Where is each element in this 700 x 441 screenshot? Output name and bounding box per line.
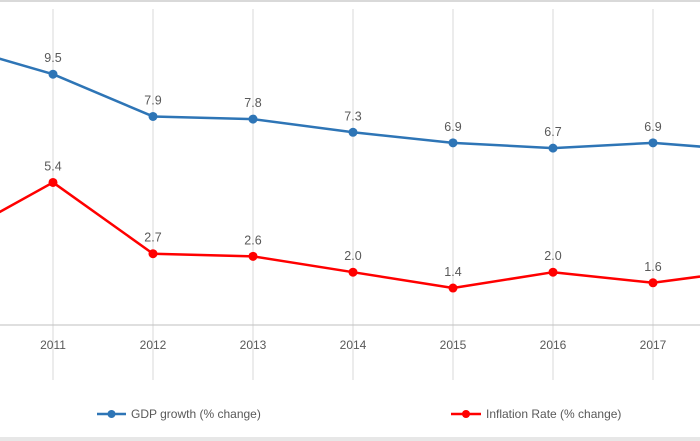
x-tick-2011: 2011: [40, 338, 66, 352]
point-inflation-2012[interactable]: [148, 249, 158, 259]
x-tick-2015: 2015: [440, 338, 467, 352]
legend-label-gdp: GDP growth (% change): [131, 407, 261, 421]
bottom-border: [0, 437, 700, 441]
data-label-inflation-2012: 2.7: [144, 231, 161, 245]
legend-marker-gdp: [107, 410, 116, 418]
data-label-inflation-2014: 2.0: [344, 249, 361, 263]
point-inflation-2015[interactable]: [448, 283, 458, 293]
point-inflation-2013[interactable]: [248, 251, 258, 261]
legend-marker-inflation: [462, 410, 470, 418]
point-inflation-2016[interactable]: [548, 267, 558, 277]
data-label-gdp-2014: 7.3: [344, 109, 361, 123]
data-label-gdp-2016: 6.7: [544, 125, 561, 139]
data-label-inflation-2013: 2.6: [244, 233, 261, 247]
data-label-gdp-2012: 7.9: [144, 93, 161, 107]
x-tick-2012: 2012: [140, 338, 167, 352]
point-gdp-2013[interactable]: [248, 114, 258, 124]
legend: GDP growth (% change) Inflation Rate (% …: [97, 407, 621, 421]
data-labels: 9.5 7.9 7.8 7.3 6.9 6.7 6.9 5.4 2.7 2.6 2.0 1.4 2.0 1…: [44, 51, 661, 279]
point-inflation-2014[interactable]: [348, 267, 358, 277]
x-tick-2016: 2016: [540, 338, 567, 352]
x-tick-2014: 2014: [340, 338, 367, 352]
x-tick-2013: 2013: [240, 338, 267, 352]
data-label-gdp-2015: 6.9: [444, 120, 461, 134]
point-gdp-2016[interactable]: [548, 143, 558, 153]
point-gdp-2014[interactable]: [348, 127, 358, 137]
point-inflation-2017[interactable]: [648, 278, 658, 288]
x-tick-2017: 2017: [640, 338, 667, 352]
legend-item-gdp[interactable]: GDP growth (% change): [97, 407, 261, 421]
data-label-gdp-2017: 6.9: [644, 120, 661, 134]
data-label-gdp-2013: 7.8: [244, 96, 261, 110]
legend-label-inflation: Inflation Rate (% change): [486, 407, 621, 421]
data-label-inflation-2011: 5.4: [44, 159, 61, 173]
point-inflation-2011[interactable]: [48, 177, 58, 187]
point-gdp-2017[interactable]: [648, 138, 658, 148]
data-label-inflation-2015: 1.4: [444, 265, 461, 279]
point-gdp-2011[interactable]: [48, 69, 58, 79]
data-label-inflation-2017: 1.6: [644, 260, 661, 274]
point-gdp-2012[interactable]: [148, 111, 158, 121]
x-tick-labels: 2011 2012 2013 2014 2015 2016 2017: [40, 338, 667, 352]
data-label-gdp-2011: 9.5: [44, 51, 61, 65]
gridlines: [52, 9, 654, 380]
point-gdp-2015[interactable]: [448, 138, 458, 148]
data-label-inflation-2016: 2.0: [544, 249, 561, 263]
legend-item-inflation[interactable]: Inflation Rate (% change): [451, 407, 621, 421]
top-border: [0, 0, 700, 2]
series-group: [0, 57, 700, 293]
